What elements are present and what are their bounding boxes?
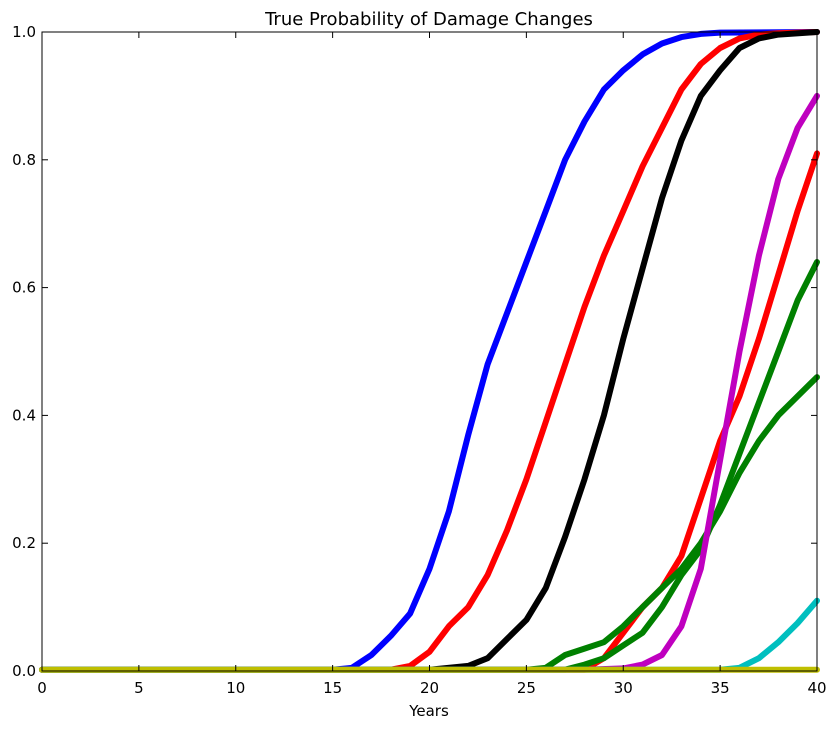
y-tick-label: 0.6 — [12, 279, 36, 297]
x-tick-label: 35 — [711, 679, 730, 697]
y-tick-label: 0.0 — [12, 662, 36, 680]
series-layer — [39, 29, 820, 673]
y-tick-label: 0.8 — [12, 151, 36, 169]
y-tick-label: 0.4 — [12, 406, 36, 424]
chart-title: True Probability of Damage Changes — [264, 9, 593, 30]
y-tick-label: 1.0 — [12, 23, 36, 41]
x-axis-label: Years — [408, 702, 449, 720]
x-tick-label: 30 — [614, 679, 633, 697]
series-line-6 — [39, 259, 820, 673]
series-line-8 — [39, 597, 820, 673]
series-line-7 — [39, 92, 820, 673]
x-tick-label: 40 — [807, 679, 826, 697]
x-tick-label: 20 — [420, 679, 439, 697]
y-ticks: 0.0 0.2 0.4 0.6 0.8 1.0 — [12, 23, 817, 680]
series-line-4 — [39, 150, 820, 673]
x-tick-label: 5 — [134, 679, 144, 697]
x-ticks: 0 5 10 15 20 25 30 35 40 — [37, 32, 827, 697]
y-tick-label: 0.2 — [12, 534, 36, 552]
x-tick-label: 10 — [226, 679, 245, 697]
series-line-3 — [39, 29, 820, 673]
series-line-5 — [39, 374, 820, 673]
x-tick-label: 15 — [323, 679, 342, 697]
series-line-1 — [39, 29, 820, 673]
series-line-2 — [39, 29, 820, 673]
x-tick-label: 25 — [517, 679, 536, 697]
x-tick-label: 0 — [37, 679, 47, 697]
